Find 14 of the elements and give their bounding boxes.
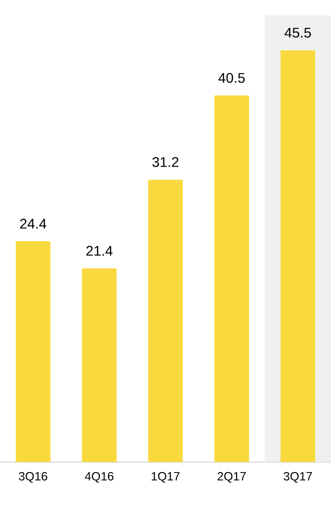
data-label: 31.2	[152, 157, 178, 168]
x-tick-label: 3Q16	[18, 472, 48, 483]
bar	[148, 180, 183, 462]
data-label: 24.4	[20, 218, 46, 229]
x-tick-label: 2Q17	[218, 472, 246, 483]
data-label: 45.5	[284, 28, 311, 38]
bar	[82, 268, 117, 462]
x-tick-label: 4Q16	[84, 472, 114, 483]
bar	[214, 96, 250, 462]
bar	[16, 241, 50, 462]
x-tick-label: 1Q17	[152, 472, 180, 483]
data-label: 40.5	[218, 72, 245, 83]
data-label: 21.4	[86, 246, 112, 256]
x-tick-label: 3Q17	[284, 472, 312, 483]
